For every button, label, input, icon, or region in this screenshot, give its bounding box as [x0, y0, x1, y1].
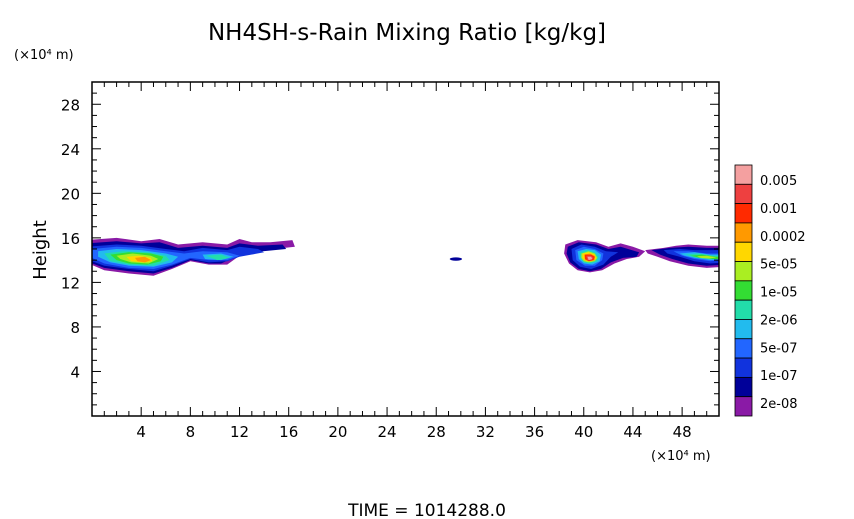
x-tick-label: 20: [328, 423, 347, 441]
contour-region: [696, 255, 717, 259]
colorbar-swatch: [734, 203, 753, 224]
x-tick-label: 16: [279, 423, 298, 441]
colorbar-label: 2e-06: [760, 313, 798, 328]
y-tick-label: 8: [70, 319, 80, 337]
y-tick-label: 20: [61, 185, 80, 203]
colorbar-label: 0.005: [760, 174, 797, 189]
contour-region: [206, 254, 230, 261]
y-tick-label: 28: [61, 96, 80, 114]
y-tick-label: 4: [70, 363, 80, 381]
y-unit-label: (×10⁴ m): [14, 48, 74, 63]
x-tick-label: 32: [476, 423, 495, 441]
colorbar-swatch: [734, 261, 753, 282]
colorbar-label: 0.001: [760, 202, 797, 217]
x-tick-label: 44: [623, 423, 642, 441]
x-unit-label: (×10⁴ m): [651, 449, 711, 464]
colorbar-swatch: [734, 280, 753, 301]
mixing-ratio-field: [92, 237, 719, 276]
x-tick-label: 40: [574, 423, 593, 441]
colorbar-swatch: [734, 299, 753, 320]
y-tick-label: 24: [61, 141, 80, 159]
colorbar-label: 2e-08: [760, 397, 798, 412]
chart-title: NH4SH-s-Rain Mixing Ratio [kg/kg]: [208, 20, 606, 46]
y-tick-labels: 4 8 12 16 20 24 28: [61, 96, 80, 381]
colorbar-swatch: [734, 183, 753, 205]
x-tick-label: 28: [427, 423, 446, 441]
y-axis-label: Height: [30, 220, 51, 280]
y-tick-label: 12: [61, 274, 80, 292]
contour-region: [449, 257, 463, 261]
contour-region: [587, 256, 593, 261]
x-tick-label: 36: [525, 423, 544, 441]
time-label: TIME = 1014288.0: [347, 501, 506, 519]
colorbar-swatch: [734, 338, 753, 359]
x-tick-label: 8: [186, 423, 196, 441]
y-tick-label: 16: [61, 230, 80, 248]
x-tick-label: 48: [673, 423, 692, 441]
colorbar-swatch: [734, 357, 753, 378]
colorbar-swatch: [734, 376, 753, 398]
colorbar-label: 5e-05: [760, 258, 798, 273]
x-tick-label: 12: [230, 423, 249, 441]
colorbar-label: 0.0002: [760, 230, 806, 245]
x-tick-label: 24: [378, 423, 397, 441]
x-tick-labels: 4 8 12 16 20 24 28 32 36 40 44 48: [136, 423, 691, 441]
contour-region: [135, 256, 151, 263]
colorbar-swatch: [734, 222, 753, 243]
colorbar-label: 5e-07: [760, 341, 798, 356]
colorbar-swatch: [734, 241, 753, 262]
axis-ticks: [92, 82, 719, 416]
x-tick-label: 4: [136, 423, 146, 441]
colorbar-labels: 0.005 0.001 0.0002 5e-05 1e-05 2e-06 5e-07 1e-0…: [760, 174, 806, 412]
colorbar-label: 1e-05: [760, 286, 798, 301]
colorbar-swatch: [734, 164, 753, 185]
colorbar: [734, 164, 753, 417]
colorbar-label: 1e-07: [760, 369, 798, 384]
colorbar-swatch: [734, 319, 753, 340]
colorbar-swatch: [734, 396, 753, 417]
